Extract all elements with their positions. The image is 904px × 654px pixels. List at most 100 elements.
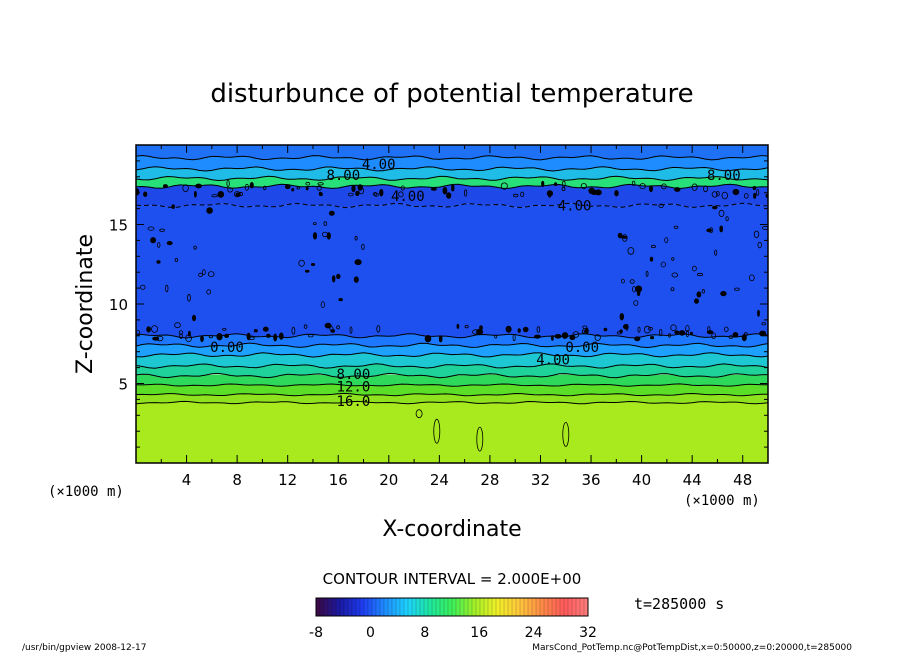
contour-spot [227,187,233,193]
contour-spot [424,335,432,343]
contour-spot [193,245,197,250]
colorbar-segment [384,598,389,616]
contour-label: 0.00 [210,340,244,356]
contour-spot [584,327,589,335]
contour-spot [328,210,335,216]
contour-spot [211,194,218,198]
colorbar-segment [552,598,557,616]
x-tick-label: 8 [232,471,242,489]
contour-spot [249,181,254,189]
contour-spot [637,326,641,333]
contour-spot [244,183,249,191]
contour-spot [719,225,723,233]
contour-spot [198,272,204,277]
colorbar-segment [528,598,533,616]
colorbar-segment [324,598,329,616]
contour-spot [619,313,624,321]
x-tick-label: 44 [683,471,702,489]
colorbar-segment [376,598,381,616]
contour-spot [674,330,680,335]
contour-label: 0.00 [565,340,599,356]
contour-spot [723,326,729,332]
colorbar-segment [476,598,481,616]
contour-spot [451,184,455,192]
contour-spot [263,185,267,191]
colorbar-tick-label: 32 [579,625,597,641]
contour-spot [330,329,336,333]
colorbar-segment [572,598,577,616]
colorbar-segment [576,598,581,616]
contour-spot [222,327,227,331]
contour-band [136,145,768,160]
colorbar-segment [316,598,321,616]
contour-spot [347,192,354,197]
contour-spot [649,185,654,193]
contour-spot [332,275,336,283]
contour-line [136,383,768,387]
contour-spot [178,330,183,335]
contour-spot [634,285,643,293]
contour-spot [500,182,508,190]
y-tick-label: 5 [118,376,128,394]
x-tick-label: 28 [480,471,499,489]
contour-spot [303,324,308,329]
contour-spot [171,204,176,210]
contour-spot [304,269,310,273]
contour-label: 16.0 [337,394,371,410]
contour-spot [522,326,529,333]
contour-spot [761,322,766,326]
contour-spot [143,191,148,197]
colorbar-segment [368,598,373,616]
contour-spot [273,333,278,342]
colorbar-segment [452,598,457,616]
contour-spot [208,334,213,339]
contour-spot [298,259,305,267]
contour-spot [191,314,196,322]
contour-spot [661,183,667,190]
time-text: t=285000 s [634,595,724,613]
contour-spot [159,228,165,232]
contour-spot [711,191,718,198]
contour-spot [671,257,675,261]
contour-spot [233,191,241,198]
y-axis-label: Z-coordinate [73,234,98,374]
contour-spot [712,205,718,210]
contour-spot [156,335,164,342]
contour-band [136,343,768,358]
contour-spot [696,272,704,277]
colorbar-ticks: -8 0 8 16 24 32 [309,625,597,641]
contour-spot [561,186,566,191]
contour-spot [351,184,356,193]
contour-line [136,363,768,369]
footer-left: /usr/bin/gpview 2008-12-17 [22,643,146,653]
colorbar-segment [328,598,333,616]
colorbar-segment [372,598,377,616]
colorbar-segment [424,598,429,616]
contour-spot [201,269,206,276]
colorbar-segment [380,598,385,616]
colorbar-segment [516,598,521,616]
contour-spot [316,185,322,191]
colorbar-tick-label: -8 [309,625,323,641]
contour-spot [748,274,755,282]
colorbar-segment [468,598,473,616]
contour-spot [536,326,541,333]
contour-spot [150,237,157,244]
colorbar-segment [340,598,345,616]
contour-spot [639,183,646,190]
contour-spot [625,323,629,331]
contour-line [136,352,768,358]
contour-spot [541,180,545,187]
contour-spot [650,244,656,249]
contour-spot [291,326,296,335]
colorbar-segment [488,598,493,616]
contour-spot [216,333,223,341]
contour-spot [464,324,469,329]
contour-line [136,342,768,349]
contour-band [136,166,768,181]
contour-spot [296,186,300,190]
contour-spot [756,189,760,196]
colorbar-segment [400,598,405,616]
contour-spot [336,273,341,280]
contour-line [136,333,768,339]
